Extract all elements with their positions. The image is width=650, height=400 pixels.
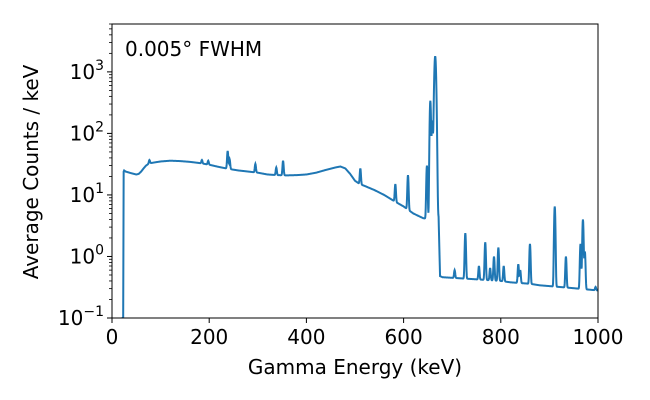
x-tick-label: 1000 [573,325,624,349]
y-tick-label: 101 [70,181,104,207]
x-tick-label: 600 [385,325,423,349]
y-tick-label: 10−1 [58,304,104,330]
x-tick-label: 200 [190,325,228,349]
y-tick-label: 103 [70,58,104,84]
fwhm-annotation: 0.005° FWHM [125,37,262,61]
plot-area [121,55,598,318]
y-tick-label: 102 [70,119,104,145]
x-tick-label: 800 [482,325,520,349]
x-tick-label: 400 [287,325,325,349]
x-axis-label: Gamma Energy (keV) [248,355,462,379]
y-axis-label: Average Counts / keV [19,64,43,279]
x-tick-label: 0 [106,325,119,349]
plot-frame [111,23,599,319]
spectrum-line [121,55,598,318]
axes-ticks: 0 200 400 600 800 1000 10−1 100 101 102 103 [58,23,624,349]
y-tick-label: 100 [70,242,104,268]
